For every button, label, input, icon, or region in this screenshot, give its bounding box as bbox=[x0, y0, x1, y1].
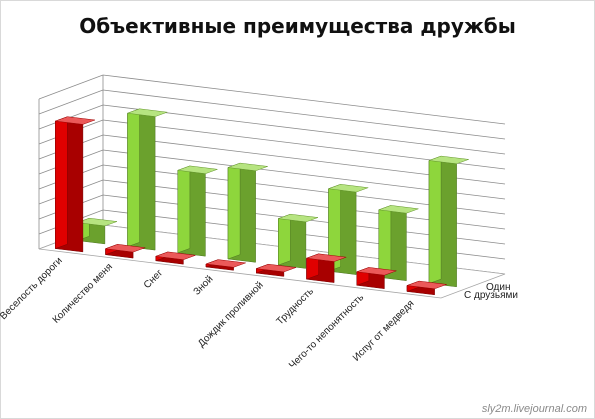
bar-top bbox=[77, 217, 118, 227]
category-tick-label: Количество меня bbox=[51, 262, 115, 326]
gridline-side bbox=[38, 89, 104, 115]
bar-top bbox=[105, 244, 146, 253]
bar-top bbox=[428, 155, 469, 165]
category-tick-label: Зной bbox=[192, 274, 216, 298]
bar-top bbox=[177, 165, 218, 174]
bar-top bbox=[227, 162, 268, 172]
series-axis-label: Один bbox=[486, 282, 511, 293]
gridline bbox=[102, 89, 506, 140]
bar-left bbox=[278, 213, 291, 266]
bar-top bbox=[278, 213, 319, 223]
bar-top bbox=[155, 251, 196, 260]
gridline bbox=[102, 104, 506, 155]
bar-top bbox=[256, 263, 297, 273]
bar-left bbox=[428, 155, 442, 284]
bar-left bbox=[227, 162, 241, 260]
bar-left bbox=[55, 116, 68, 249]
chart-title: Объективные преимущества дружбы bbox=[79, 14, 516, 38]
category-tick-label: Испуг от медведя bbox=[351, 298, 416, 363]
category-tick-label: Веселость дороги bbox=[0, 255, 65, 322]
bar-top bbox=[328, 184, 369, 193]
bar-top bbox=[205, 259, 246, 268]
gridline bbox=[102, 74, 506, 125]
series-axis-label: С друзьями bbox=[464, 290, 518, 301]
bar-top bbox=[55, 116, 96, 125]
watermark: sly2m.livejournal.com bbox=[481, 403, 587, 415]
category-tick-label: Снег bbox=[142, 267, 166, 291]
bar-left bbox=[177, 165, 191, 254]
category-tick-label: Трудность bbox=[275, 286, 316, 327]
bar-top bbox=[306, 253, 347, 262]
bar-left bbox=[378, 205, 392, 278]
bar-top bbox=[406, 280, 447, 290]
bar-top bbox=[378, 205, 419, 214]
bar-left bbox=[127, 108, 140, 248]
bar-top bbox=[356, 267, 397, 276]
bar-top bbox=[127, 108, 168, 117]
gridline-side bbox=[38, 74, 104, 100]
